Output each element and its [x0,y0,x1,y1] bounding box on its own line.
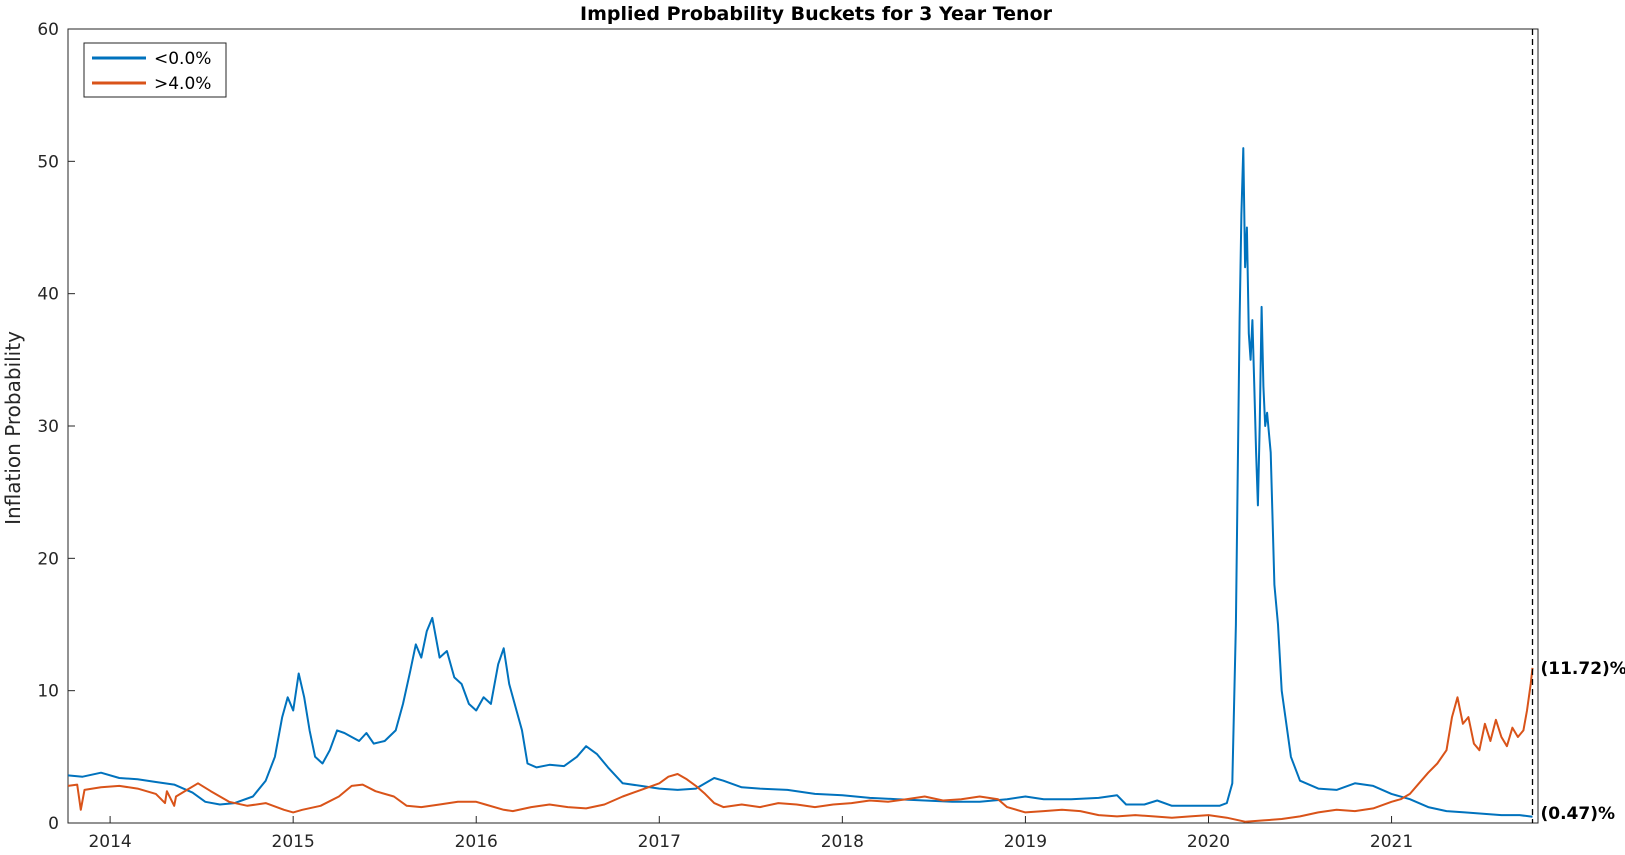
y-tick-label: 20 [37,549,59,569]
x-tick-label: 2021 [1370,832,1413,852]
y-tick-label: 50 [37,152,59,172]
end-labels: (0.47)% (11.72)% [1541,659,1625,824]
plot-area [67,28,1539,824]
y-tick-label: 40 [37,285,59,305]
end-value-label: (0.47)% [1541,804,1616,824]
x-tick-label: 2014 [88,832,131,852]
x-tick-label: 2018 [821,832,864,852]
x-axis: 2014 2015 2016 2017 2018 2019 2020 2021 [88,816,1413,852]
series-line [67,667,1534,823]
y-axis-label: Inflation Probability [1,331,25,525]
legend-box [83,42,227,98]
y-axis: 0 10 20 30 40 50 60 [37,20,75,834]
y-tick-label: 60 [37,20,59,40]
x-tick-label: 2017 [638,832,681,852]
x-tick-label: 2016 [455,832,498,852]
y-tick-label: 30 [37,417,59,437]
x-tick-label: 2019 [1004,832,1047,852]
legend-label: <0.0% [154,49,211,69]
legend: <0.0% >4.0% [83,42,227,98]
chart-title: Implied Probability Buckets for 3 Year T… [580,3,1053,25]
y-tick-label: 10 [37,682,59,702]
y-tick-label: 0 [48,814,59,834]
x-tick-label: 2015 [272,832,315,852]
series-lines [67,147,1534,823]
x-tick-label: 2020 [1187,832,1230,852]
end-value-label: (11.72)% [1541,659,1625,679]
legend-label: >4.0% [154,74,211,94]
series-line [67,147,1533,818]
